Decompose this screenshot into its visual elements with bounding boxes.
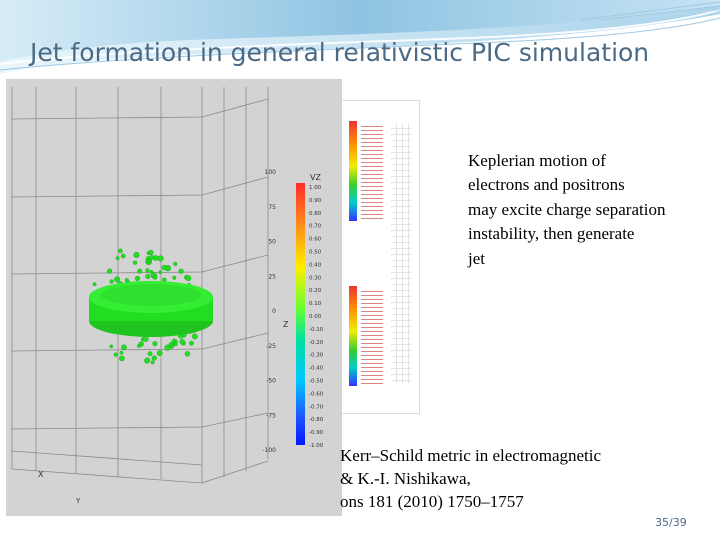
- particle: [124, 278, 129, 283]
- colorbar-tick-label: -0.30: [309, 353, 324, 359]
- description-line: may excite charge separation: [468, 199, 666, 219]
- z-axis-tick-label: -100: [262, 447, 276, 454]
- particle: [173, 342, 178, 347]
- colorbar-tick-label: 0.00: [309, 314, 322, 320]
- particle: [118, 248, 123, 254]
- particle: [137, 268, 143, 274]
- colorbar-tick-label: -1.00: [309, 443, 324, 449]
- particle: [179, 339, 185, 345]
- particle: [106, 268, 113, 274]
- z-axis-tick-label: 75: [268, 204, 276, 211]
- particle: [145, 273, 151, 280]
- description-line: instability, then generate: [468, 224, 635, 244]
- particle: [150, 360, 155, 365]
- particle: [115, 256, 120, 261]
- z-axis-tick-label: 0: [272, 308, 276, 315]
- particle: [147, 351, 153, 357]
- z-axis-tick-label: -75: [266, 412, 276, 419]
- particle: [189, 340, 194, 346]
- particle: [164, 344, 171, 351]
- particle: [158, 270, 162, 275]
- particle: [161, 264, 168, 271]
- z-axis-tick-label: 25: [268, 273, 276, 280]
- particle: [134, 275, 141, 282]
- particle: [92, 282, 97, 287]
- background-plot-panels: [330, 100, 420, 414]
- particle: [153, 275, 158, 280]
- x-axis-label: X: [38, 470, 44, 479]
- citation-text: Kerr–Schild metric in electromagnetic & …: [340, 444, 601, 513]
- particle: [144, 357, 151, 364]
- colorbar-tick-label: -0.70: [309, 404, 324, 410]
- particle: [149, 255, 155, 260]
- particle: [148, 249, 154, 256]
- particle: [109, 344, 114, 349]
- particle: [178, 268, 184, 274]
- particle-disk: [89, 281, 213, 337]
- z-axis-tick-label: 50: [268, 239, 276, 246]
- z-axis-label: Z: [283, 320, 289, 329]
- particle: [157, 255, 164, 262]
- colorbar-tick-label: -0.50: [309, 379, 324, 385]
- particle: [152, 341, 158, 347]
- particle: [191, 333, 198, 340]
- particle: [136, 344, 141, 348]
- colorbar-tick-label: 1.00: [309, 185, 322, 191]
- y-axis-label: Y: [75, 497, 81, 505]
- particle: [184, 351, 191, 357]
- particle: [151, 355, 157, 361]
- particle: [121, 344, 127, 351]
- colorbar: [296, 183, 305, 445]
- particle: [173, 261, 178, 266]
- header-swoosh-banner: [0, 0, 720, 74]
- particle: [145, 268, 150, 273]
- colorbar-label: VZ: [310, 173, 321, 182]
- page-number: 35/39: [655, 516, 687, 529]
- colorbar-tick-label: 0.50: [309, 250, 322, 256]
- particle: [149, 269, 154, 274]
- description-line: jet: [468, 248, 485, 268]
- colorbar-tick-label: -0.40: [309, 366, 324, 372]
- particle: [119, 350, 124, 355]
- colorbar-tick-labels: 1.00 0.90 0.80 0.70 0.60 0.50 0.40 0.30 0.20 0.10…: [309, 185, 324, 449]
- description-line: electrons and positrons: [468, 175, 625, 195]
- colorbar-tick-label: -0.90: [309, 430, 324, 436]
- description-text: Keplerian motion of electrons and positr…: [468, 149, 713, 271]
- simulation-figure: VZ 1.00 0.90 0.80 0.70 0.60 0.50 0.40 0.30 0.20 0…: [6, 79, 342, 516]
- particle: [113, 352, 118, 357]
- colorbar-tick-label: 0.80: [309, 211, 322, 217]
- particle: [114, 276, 121, 283]
- citation-line: Kerr–Schild metric in electromagnetic: [340, 446, 602, 465]
- citation-line: ons 181 (2010) 1750–1757: [340, 492, 524, 511]
- z-axis-tick-labels: 100 75 50 25 0 -25 -50 -75 -100: [262, 169, 276, 454]
- colorbar-tick-label: -0.10: [309, 327, 324, 333]
- description-line: Keplerian motion of: [468, 151, 606, 170]
- slide-title: Jet formation in general relativistic PI…: [30, 38, 650, 67]
- citation-line: & K.-I. Nishikawa,: [340, 469, 471, 488]
- colorbar-tick-label: 0.20: [309, 288, 322, 294]
- colorbar-tick-label: 0.70: [309, 224, 322, 230]
- colorbar-tick-label: 0.10: [309, 301, 322, 307]
- particle: [119, 355, 125, 362]
- axes-grid: [11, 87, 269, 484]
- z-axis-tick-label: -50: [266, 378, 276, 385]
- particle: [109, 279, 114, 284]
- z-axis-tick-label: 100: [265, 169, 277, 176]
- colorbar-tick-label: -0.80: [309, 417, 324, 423]
- particle: [156, 350, 163, 356]
- colorbar-tick-label: 0.30: [309, 275, 322, 281]
- colorbar-tick-label: 0.90: [309, 198, 322, 204]
- particle: [143, 336, 149, 342]
- z-axis-tick-label: -25: [266, 343, 276, 350]
- colorbar-tick-label: -0.60: [309, 391, 324, 397]
- particle: [133, 260, 138, 265]
- particle: [185, 275, 192, 282]
- particle: [120, 253, 126, 259]
- particle: [133, 251, 140, 258]
- particle: [172, 275, 177, 280]
- particle: [147, 258, 152, 264]
- colorbar-tick-label: 0.60: [309, 237, 322, 243]
- colorbar-tick-label: -0.20: [309, 340, 324, 346]
- colorbar-tick-label: 0.40: [309, 262, 322, 268]
